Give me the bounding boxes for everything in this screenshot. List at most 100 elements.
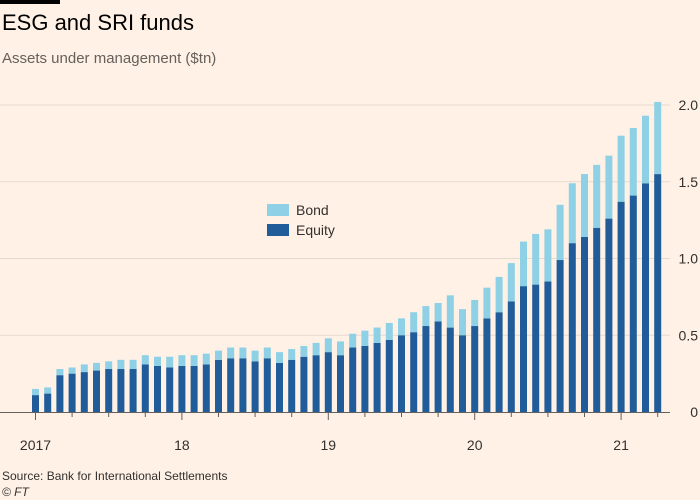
y-tick-label: 2.0 — [679, 97, 699, 113]
chart-subtitle: Assets under management ($tn) — [2, 50, 217, 67]
equity-bar — [68, 373, 76, 412]
bond-bar — [483, 287, 491, 319]
bond-bar — [56, 369, 64, 376]
stacked-bar-chart: 0 0.5 1.0 1.5 2.0 2017 18 19 20 21 Bond Equity — [0, 97, 699, 453]
x-axis: 2017 18 19 20 21 — [0, 412, 670, 453]
bond-bar — [129, 359, 137, 370]
equity-bar — [483, 318, 491, 412]
equity-bar — [32, 395, 39, 412]
x-tick-label: 19 — [321, 437, 337, 453]
equity-bar — [105, 369, 113, 412]
legend: Bond Equity — [267, 202, 335, 238]
equity-bar — [507, 301, 515, 412]
equity-bar — [459, 335, 466, 412]
y-tick-label: 1.0 — [679, 251, 699, 267]
equity-bar — [642, 183, 649, 412]
equity-bar — [605, 218, 613, 412]
bond-bar — [642, 115, 649, 184]
bond-bar — [68, 367, 76, 374]
bond-bar — [300, 345, 308, 357]
bond-bar — [349, 333, 357, 348]
equity-bar — [544, 281, 552, 412]
x-tick-label: 20 — [467, 437, 483, 453]
y-tick-label: 0 — [690, 404, 698, 420]
equity-bar — [129, 369, 137, 412]
equity-bar — [251, 361, 259, 412]
equity-bar — [654, 174, 662, 412]
bond-bar — [495, 276, 503, 313]
equity-bar — [190, 365, 198, 412]
equity-bar — [568, 243, 576, 412]
source-note: Source: Bank for International Settlemen… — [2, 469, 228, 483]
bond-bar — [44, 387, 52, 394]
equity-bar — [239, 358, 247, 412]
bond-bar — [532, 233, 540, 285]
equity-bar — [629, 195, 637, 412]
bond-bar — [324, 338, 332, 353]
bond-bar — [446, 295, 454, 328]
x-tick-label: 21 — [613, 437, 629, 453]
ft-brand-bar — [0, 0, 60, 4]
equity-bar — [385, 339, 393, 412]
bond-bar — [581, 174, 588, 238]
equity-bar — [617, 201, 625, 412]
bond-bar — [471, 299, 479, 327]
bond-bar — [312, 342, 320, 356]
bond-bar — [178, 355, 186, 366]
equity-bar — [93, 370, 100, 412]
bond-bar — [337, 341, 344, 356]
bond-bar — [544, 229, 552, 282]
legend-label: Bond — [296, 202, 329, 218]
y-tick-label: 0.5 — [679, 327, 699, 343]
legend-swatch — [267, 204, 289, 216]
equity-bar — [80, 372, 88, 412]
bond-bar — [520, 241, 527, 287]
bond-bar — [32, 388, 39, 396]
bond-bar — [507, 263, 515, 302]
bond-bar — [154, 356, 161, 366]
equity-bar — [263, 358, 271, 412]
equity-bar — [324, 352, 332, 412]
equity-bar — [581, 237, 588, 412]
equity-bar — [398, 335, 405, 412]
equity-bar — [410, 332, 418, 412]
bond-bar — [568, 183, 576, 244]
equity-bar — [361, 345, 369, 412]
equity-bar — [44, 393, 52, 412]
bond-bar — [556, 204, 564, 261]
equity-bar — [288, 359, 296, 412]
bond-bar — [263, 347, 271, 359]
x-tick-label: 2017 — [20, 437, 51, 453]
bond-bar — [361, 330, 369, 346]
bond-bar — [654, 101, 662, 175]
equity-bar — [495, 312, 503, 412]
equity-bar — [593, 227, 601, 412]
bond-bar — [166, 356, 174, 368]
equity-bar — [276, 362, 283, 412]
x-tick-label: 18 — [174, 437, 190, 453]
equity-bar — [312, 355, 320, 412]
equity-bar — [215, 359, 222, 412]
legend-swatch — [267, 224, 289, 236]
bond-bar — [385, 322, 393, 340]
y-axis-ticks: 0 0.5 1.0 1.5 2.0 — [679, 97, 699, 420]
bond-bar — [105, 361, 113, 370]
bond-bar — [190, 355, 198, 366]
equity-bar — [532, 284, 540, 412]
equity-bar — [202, 364, 210, 412]
bond-bar — [434, 303, 442, 322]
bond-bar — [80, 364, 88, 373]
bond-bar — [288, 349, 296, 360]
chart-title: ESG and SRI funds — [2, 10, 194, 35]
equity-bar — [141, 364, 149, 412]
bond-bar — [373, 327, 381, 343]
equity-bar — [227, 358, 235, 412]
bond-bar — [605, 155, 613, 219]
equity-bar — [56, 375, 64, 412]
bond-bar — [117, 359, 125, 370]
bars — [32, 101, 662, 412]
bond-bar — [410, 312, 418, 333]
y-tick-label: 1.5 — [679, 174, 699, 190]
equity-bar — [337, 355, 344, 412]
equity-bar — [178, 365, 186, 412]
